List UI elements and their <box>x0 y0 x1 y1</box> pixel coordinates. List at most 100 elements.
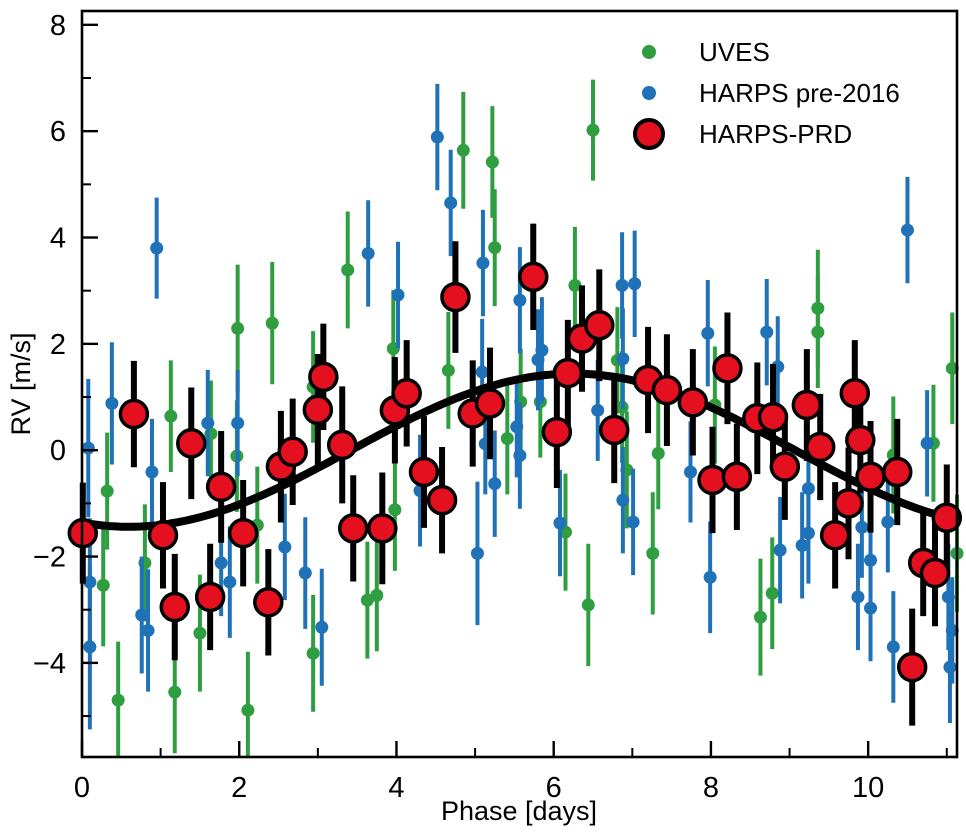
series-uves <box>96 79 964 758</box>
data-point-uves <box>456 143 470 157</box>
model-curve <box>78 369 959 531</box>
data-point-harps-pre-2016 <box>701 326 715 340</box>
data-point-uves <box>168 685 182 699</box>
data-point-uves <box>500 432 514 446</box>
data-point-harps-pre-2016 <box>430 130 444 144</box>
data-point-harps-prd <box>931 502 963 533</box>
data-point-harps-prd <box>552 357 584 389</box>
data-point-uves <box>388 503 402 517</box>
data-point-uves <box>241 703 255 717</box>
data-point-harps-prd <box>677 387 709 418</box>
data-point-harps-prd <box>919 557 951 589</box>
y-tick-label: 8 <box>50 10 66 42</box>
data-point-harps-prd <box>194 581 226 613</box>
data-point-harps-pre-2016 <box>760 325 774 339</box>
data-point-harps-pre-2016 <box>105 396 119 410</box>
data-point-uves <box>488 241 502 255</box>
data-point-harps-pre-2016 <box>683 465 697 479</box>
data-point-harps-pre-2016 <box>616 493 630 507</box>
data-point-harps-prd <box>408 456 440 488</box>
series-harps-prd <box>67 261 963 683</box>
data-point-harps-prd <box>308 361 339 393</box>
data-point-harps-prd <box>845 424 876 456</box>
data-point-harps-pre-2016 <box>920 436 934 450</box>
data-point-harps-prd <box>598 414 630 446</box>
data-point-harps-prd <box>791 389 823 421</box>
data-point-uves <box>441 363 455 377</box>
data-point-harps-prd <box>159 591 191 623</box>
data-point-harps-prd <box>426 484 458 516</box>
data-point-harps-pre-2016 <box>943 660 957 674</box>
data-point-harps-pre-2016 <box>591 403 605 417</box>
y-tick-label: −2 <box>33 542 66 574</box>
data-point-harps-prd <box>277 436 308 468</box>
data-point-harps-prd <box>176 428 207 459</box>
data-point-uves <box>581 598 595 612</box>
legend-label-harps-pre-2016: HARPS pre-2016 <box>699 78 900 108</box>
data-point-uves <box>193 626 207 640</box>
x-tick-label: 8 <box>703 772 719 804</box>
data-point-harps-prd <box>833 488 864 519</box>
data-point-uves <box>811 325 825 339</box>
data-point-harps-prd <box>367 513 398 544</box>
data-point-harps-pre-2016 <box>150 241 164 255</box>
x-tick-label: 0 <box>74 772 90 804</box>
data-point-uves <box>111 693 125 707</box>
data-point-harps-pre-2016 <box>855 520 869 534</box>
data-point-harps-pre-2016 <box>626 515 640 529</box>
data-point-harps-pre-2016 <box>214 556 228 570</box>
data-point-uves <box>753 610 767 624</box>
data-point-harps-prd <box>205 471 237 503</box>
data-point-harps-prd <box>855 461 886 493</box>
x-tick-label: 4 <box>388 772 404 804</box>
data-point-uves <box>945 361 959 375</box>
data-point-harps-pre-2016 <box>278 540 292 554</box>
data-point-harps-prd <box>712 353 743 384</box>
data-point-harps-prd <box>757 401 789 433</box>
legend: UVES HARPS pre-2016 HARPS-PRD <box>633 37 900 150</box>
data-point-harps-prd <box>302 394 334 426</box>
y-tick-label: −4 <box>33 648 66 680</box>
data-point-harps-pre-2016 <box>616 352 630 366</box>
data-layer <box>67 79 964 758</box>
data-point-harps-prd <box>819 520 851 551</box>
data-point-uves <box>306 646 320 660</box>
data-point-harps-pre-2016 <box>470 546 484 560</box>
data-point-harps-pre-2016 <box>553 516 567 530</box>
data-point-harps-pre-2016 <box>223 575 237 589</box>
y-tick-label: 0 <box>50 435 66 467</box>
x-tick-label: 6 <box>546 772 562 804</box>
data-point-harps-prd <box>147 520 179 551</box>
data-point-harps-prd <box>584 309 615 341</box>
data-point-uves <box>164 409 178 423</box>
data-point-harps-pre-2016 <box>535 343 549 357</box>
data-point-harps-pre-2016 <box>201 416 215 430</box>
data-point-harps-pre-2016 <box>886 640 900 654</box>
data-point-harps-pre-2016 <box>135 608 149 622</box>
data-point-harps-pre-2016 <box>141 623 155 637</box>
data-point-harps-prd <box>697 464 728 496</box>
data-point-harps-pre-2016 <box>315 620 329 634</box>
data-point-harps-pre-2016 <box>298 566 312 580</box>
y-tick-label: 2 <box>50 329 66 361</box>
data-point-uves <box>265 316 279 330</box>
data-point-uves <box>651 446 665 460</box>
data-point-uves <box>485 155 499 169</box>
legend-marker-uves <box>642 45 656 59</box>
data-point-harps-prd <box>769 451 801 482</box>
data-point-harps-pre-2016 <box>703 570 717 584</box>
data-point-harps-pre-2016 <box>391 288 405 302</box>
data-point-harps-pre-2016 <box>81 441 95 455</box>
data-point-harps-prd <box>651 374 683 406</box>
data-point-harps-pre-2016 <box>476 256 490 270</box>
legend-label-uves: UVES <box>699 37 770 67</box>
data-point-harps-pre-2016 <box>945 623 959 637</box>
data-point-harps-pre-2016 <box>851 590 865 604</box>
data-point-harps-prd <box>118 398 150 430</box>
legend-label-harps-prd: HARPS-PRD <box>699 119 852 149</box>
data-point-uves <box>100 484 114 498</box>
data-point-harps-pre-2016 <box>801 481 815 495</box>
data-point-harps-prd <box>896 651 928 683</box>
legend-marker-harps-pre-2016 <box>642 86 656 100</box>
